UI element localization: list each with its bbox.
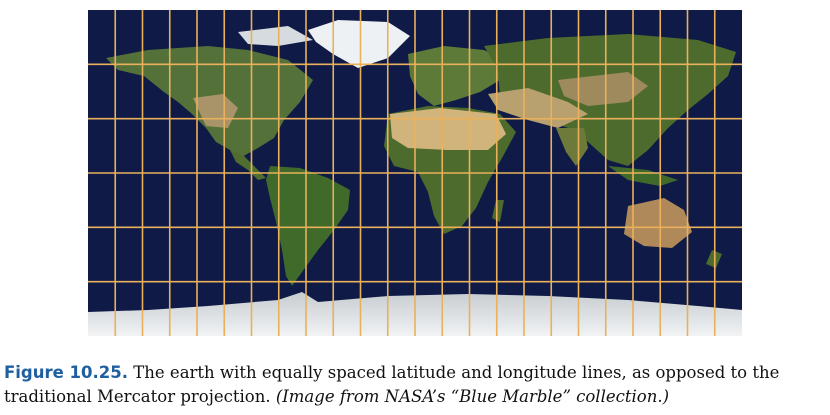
australia-landmass	[624, 198, 692, 248]
graticule-grid	[88, 10, 742, 336]
image-credit: (Image from NASA’s “Blue Marble” collect…	[275, 387, 670, 406]
south-america-landmass	[266, 166, 350, 286]
north-america-desert	[193, 94, 238, 128]
madagascar-landmass	[492, 200, 504, 222]
arctic-islands-landmass	[238, 26, 313, 46]
figure-caption: Figure 10.25. The earth with equally spa…	[4, 361, 826, 409]
world-map-figure	[88, 10, 742, 336]
japan-landmass	[686, 74, 700, 102]
central-asia-desert	[558, 72, 648, 106]
india-landmass	[556, 128, 588, 166]
sahara-desert	[390, 108, 506, 150]
blue-marble-map	[88, 10, 742, 336]
europe-landmass	[408, 46, 508, 106]
caption-text: The earth with equally spaced latitude a…	[4, 363, 780, 406]
figure-label: Figure 10.25.	[4, 363, 129, 382]
